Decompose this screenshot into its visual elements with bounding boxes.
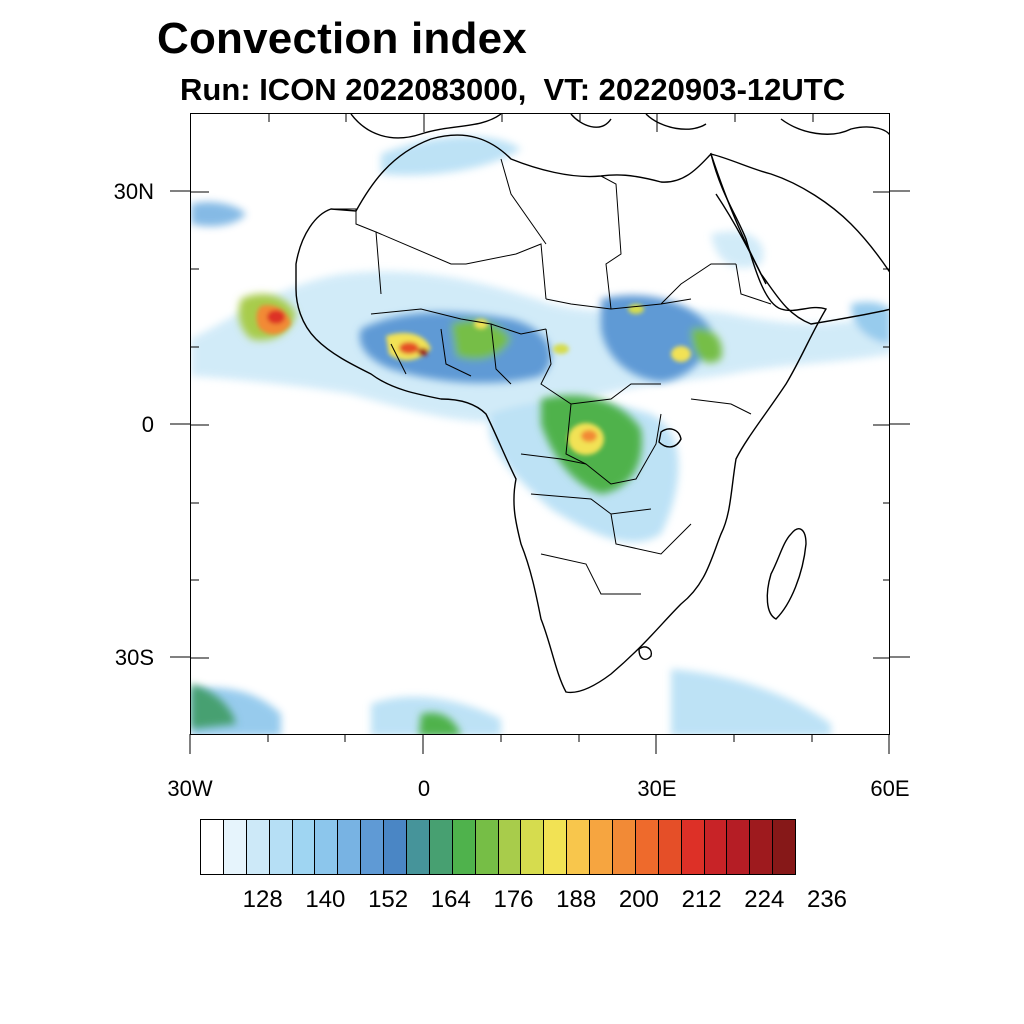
map-panel <box>190 113 890 735</box>
colorbar-swatch <box>680 819 705 875</box>
colorbar-tick-label: 176 <box>493 886 534 913</box>
colorbar-tick-label: 140 <box>305 886 346 913</box>
colorbar-swatch <box>245 819 270 875</box>
colorbar-tick-label: 224 <box>744 886 785 913</box>
lon-label-30e: 30E <box>637 776 677 801</box>
colorbar-swatch <box>428 819 453 875</box>
y-axis-ticks-right <box>890 190 910 658</box>
colorbar-swatch <box>497 819 522 875</box>
colorbar-swatch <box>451 819 476 875</box>
colorbar-tick-label: 236 <box>806 886 848 913</box>
colorbar-swatch <box>589 819 614 875</box>
colorbar-swatch <box>566 819 591 875</box>
colorbar-swatch <box>268 819 293 875</box>
colorbar-swatch <box>749 819 774 875</box>
colorbar-swatch <box>337 819 362 875</box>
colorbar-swatch <box>200 819 224 875</box>
colorbar-tick-label: 164 <box>430 886 471 913</box>
lon-label-0: 0 <box>417 776 431 801</box>
colorbar-tick-label: 188 <box>556 886 597 913</box>
colorbar-swatch <box>726 819 751 875</box>
coastlines <box>295 114 889 694</box>
lat-label-30s: 30S <box>114 645 154 670</box>
colorbar-swatch <box>474 819 499 875</box>
colorbar-swatch <box>520 819 545 875</box>
colorbar-swatch <box>360 819 385 875</box>
lat-label-30n: 30N <box>113 179 154 204</box>
colorbar-swatch <box>314 819 339 875</box>
colorbar-swatch <box>383 819 408 875</box>
colorbar-tick-label: 200 <box>618 886 659 913</box>
convection-field <box>191 136 889 734</box>
colorbar <box>200 819 797 875</box>
colorbar-swatch <box>634 819 659 875</box>
colorbar-tick-label: 152 <box>368 886 409 913</box>
lon-label-60e: 60E <box>870 776 910 801</box>
chart-title: Convection index <box>157 14 527 63</box>
map-canvas <box>191 114 889 734</box>
lat-label-0: 0 <box>141 412 154 437</box>
y-axis-ticks-left <box>170 190 190 658</box>
colorbar-swatch <box>222 819 247 875</box>
x-axis-ticks <box>189 734 890 754</box>
colorbar-tick-label: 212 <box>681 886 722 913</box>
colorbar-swatch <box>772 819 797 875</box>
colorbar-swatch <box>703 819 728 875</box>
colorbar-swatch <box>291 819 316 875</box>
colorbar-tick-label: 128 <box>242 886 283 913</box>
lon-label-30w: 30W <box>167 776 213 801</box>
colorbar-swatch <box>543 819 568 875</box>
inner-ticks <box>191 114 889 659</box>
colorbar-swatch <box>657 819 682 875</box>
country-borders <box>331 158 772 595</box>
colorbar-swatch <box>406 819 430 875</box>
colorbar-swatch <box>612 819 636 875</box>
chart-subtitle: Run: ICON 2022083000, VT: 20220903-12UTC <box>180 72 846 107</box>
